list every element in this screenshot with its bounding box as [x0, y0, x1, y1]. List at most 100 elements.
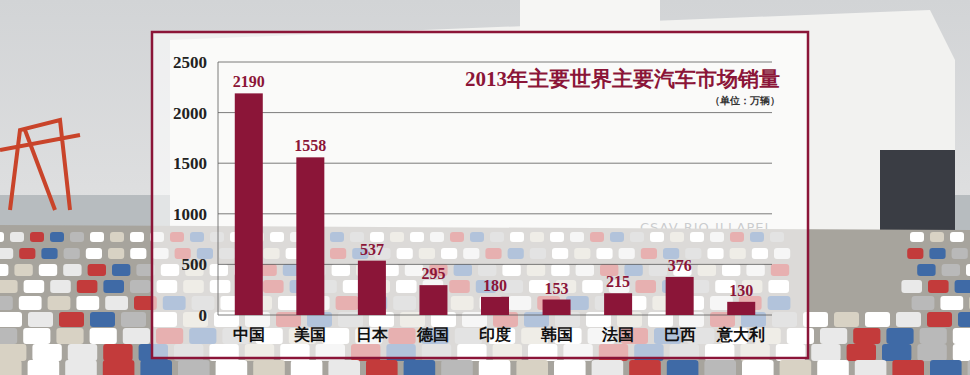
background-car [130, 248, 146, 259]
x-tick-label: 中国 [233, 326, 265, 343]
bar [666, 277, 694, 315]
data-label: 130 [729, 282, 753, 299]
background-car [123, 328, 150, 344]
background-car [0, 264, 8, 276]
background-car [955, 280, 970, 293]
background-crane [0, 120, 80, 210]
background-car [77, 280, 98, 293]
y-tick-label: 2500 [173, 53, 207, 72]
background-car [76, 296, 99, 310]
bar [235, 93, 263, 315]
background-car [969, 296, 970, 310]
background-car [0, 360, 22, 375]
background-car [892, 360, 924, 375]
background-car [929, 248, 945, 259]
x-tick-label: 美国 [293, 325, 326, 343]
grid-line [218, 62, 772, 63]
background-car [966, 264, 970, 276]
background-car [667, 360, 699, 375]
background-car [953, 344, 970, 361]
background-car [920, 328, 947, 344]
bar [419, 285, 447, 315]
background-car [105, 296, 128, 310]
background-car [39, 264, 57, 276]
background-car [103, 344, 132, 361]
data-label: 1558 [294, 137, 326, 154]
background-car [554, 360, 586, 375]
background-car [952, 248, 968, 259]
background-car [940, 296, 963, 310]
background-car [140, 360, 172, 375]
background-car [56, 328, 83, 344]
background-car [0, 344, 26, 361]
y-tick-label: 0 [199, 306, 208, 325]
background-car [592, 360, 624, 375]
background-car [366, 360, 398, 375]
background-car [24, 280, 45, 293]
background-car [86, 248, 102, 259]
background-car [950, 232, 964, 242]
x-tick-label: 意大利 [716, 326, 765, 343]
background-car [23, 328, 50, 344]
x-tick-label: 韩国 [540, 326, 573, 343]
background-car [14, 264, 32, 276]
background-car [32, 344, 61, 361]
chart-title: 2013年主要世界主要汽车市场销量 [465, 67, 780, 91]
background-car [629, 360, 661, 375]
data-label: 215 [606, 273, 630, 290]
bar [604, 293, 632, 315]
bars [235, 93, 755, 315]
chart-root: CSAV RIO ILLAPEL050010001500200025002190… [0, 0, 970, 375]
background-car [930, 232, 944, 242]
background-car [0, 280, 18, 293]
background-car [912, 296, 935, 310]
background-car [28, 360, 60, 375]
background-car [90, 232, 104, 242]
background-car [811, 344, 840, 361]
background-car [927, 312, 952, 327]
background-car [70, 232, 84, 242]
bar [296, 157, 324, 315]
background-car [178, 360, 210, 375]
background-car [291, 360, 323, 375]
x-tick-label: 印度 [479, 325, 511, 343]
y-tick-label: 500 [182, 255, 208, 274]
background-car [103, 280, 124, 293]
background-car [742, 360, 774, 375]
background-car [90, 328, 117, 344]
y-tick-label: 1500 [173, 154, 207, 173]
background-car [865, 312, 890, 327]
data-label: 180 [483, 277, 507, 294]
background-car [50, 232, 64, 242]
background-car [110, 232, 124, 242]
background-car [479, 360, 511, 375]
background-car [108, 248, 124, 259]
background-car [958, 312, 970, 327]
bar [727, 302, 755, 315]
background-car [63, 264, 81, 276]
data-label: 376 [668, 257, 692, 274]
background-car [216, 360, 248, 375]
background-car [953, 328, 970, 344]
background-car [50, 280, 71, 293]
y-tick-label: 2000 [173, 104, 207, 123]
x-tick-label: 法国 [601, 326, 634, 343]
background-car [907, 248, 923, 259]
background-car [917, 264, 935, 276]
background-car [942, 264, 960, 276]
background-car [19, 296, 42, 310]
background-car [930, 360, 962, 375]
background-car [704, 360, 736, 375]
background-car [65, 360, 97, 375]
background-car [847, 344, 876, 361]
background-car [0, 328, 17, 344]
bar [543, 300, 571, 315]
background-car [90, 312, 115, 327]
background-car [917, 344, 946, 361]
bar [481, 297, 509, 315]
background-car [441, 360, 473, 375]
background-car [817, 360, 849, 375]
data-label: 295 [421, 265, 445, 282]
x-tick-label: 巴西 [664, 326, 696, 343]
data-label: 153 [545, 280, 569, 297]
